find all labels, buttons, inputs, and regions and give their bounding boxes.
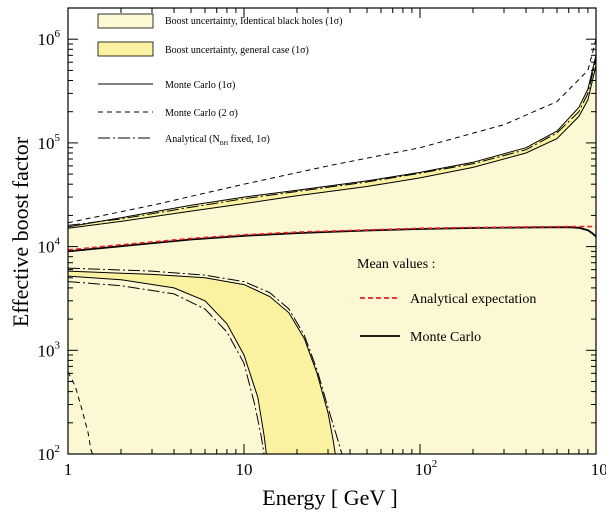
curve-analytical-fixed-low-a: [68, 281, 265, 454]
legend-label-mc-1sigma: Monte Carlo (1σ): [165, 80, 235, 91]
legend-label-mc-2sigma: Monte Carlo (2 σ): [165, 108, 238, 119]
tick-labels: 1 10 102 103 102 103 104 105 106: [38, 28, 606, 479]
x-tick-label: 10: [236, 460, 253, 479]
legend-swatch-dark-band: [97, 41, 154, 57]
legend-swatch-light-band: [97, 13, 154, 29]
y-tick-label: 103: [38, 339, 61, 360]
legend: Boost uncertainty, Identical black holes…: [97, 13, 342, 147]
mean-legend-title: Mean values :: [357, 257, 436, 272]
curve-mc-2sigma-lower: [68, 371, 94, 454]
curve-analytical-fixed-low-b: [68, 267, 343, 454]
curve-mc-1sigma-low-a: [68, 275, 267, 454]
mean-legend-label-mc: Monte Carlo: [410, 330, 481, 345]
mean-legend-label-analytical: Analytical expectation: [410, 292, 536, 307]
curve-mc-2sigma-upper: [68, 39, 596, 224]
curve-analytical-fixed-upper: [68, 58, 596, 226]
curve-mc-1sigma-upper: [68, 55, 596, 228]
plot-frame: [67, 7, 597, 455]
y-tick-label: 105: [38, 132, 61, 153]
y-axis-title: Effective boost factor: [8, 136, 33, 327]
curve-analytical-mean: [68, 225, 596, 251]
x-tick-label: 102: [415, 458, 438, 479]
legend-sub-bh: BH: [220, 141, 229, 147]
y-tick-label: 102: [38, 443, 61, 464]
legend-label-dark-band: Boost uncertainty, general case (1σ): [165, 45, 309, 56]
x-axis-title: Energy [ GeV ]: [262, 485, 397, 510]
axis-ticks: [67, 7, 597, 455]
curve-mc-1sigma-lower: [68, 65, 596, 229]
band-identical-black-holes: [68, 55, 596, 454]
curve-mc-1sigma-low-b: [68, 270, 336, 454]
y-tick-label: 104: [38, 236, 61, 257]
mean-values-legend: Mean values : Analytical expectation Mon…: [357, 257, 536, 345]
legend-label-analytical-fixed: Analytical (NBH fixed, 1σ): [165, 134, 270, 147]
x-tick-label: 1: [64, 460, 73, 479]
legend-label-light-band: Boost uncertainty, Identical black holes…: [165, 16, 342, 27]
band-general-case-lower: [68, 271, 336, 454]
y-tick-label: 106: [38, 28, 61, 49]
x-tick-label: 103: [591, 458, 606, 479]
uncertainty-bands: [68, 55, 596, 454]
curves: [68, 39, 596, 454]
